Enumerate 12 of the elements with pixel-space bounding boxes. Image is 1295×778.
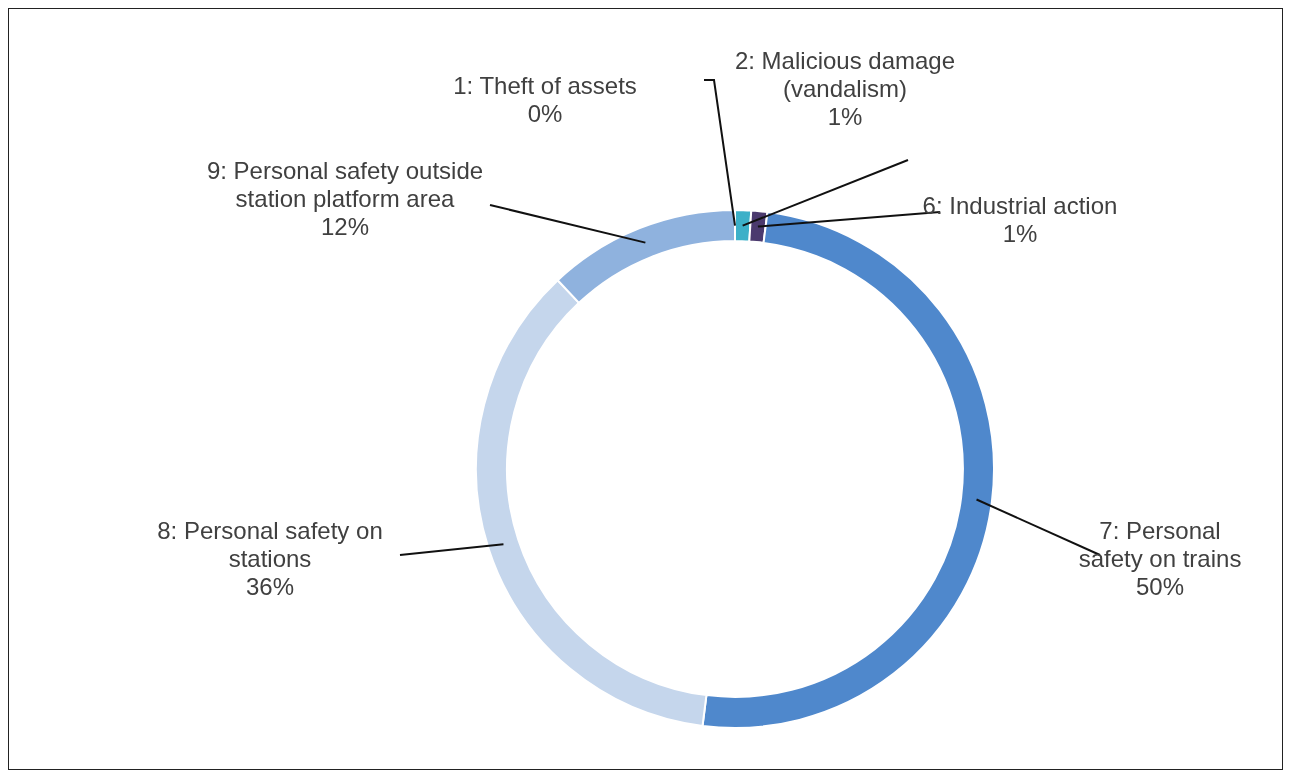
slice-label: 6: Industrial action: [922, 191, 1118, 219]
text: 0%: [527, 99, 563, 127]
data-label: 1%: [827, 102, 863, 130]
slice-label: 9: Personal safety outside station platform area: [206, 156, 484, 212]
data-label: 1%: [1002, 219, 1038, 247]
data-label: 12%: [320, 212, 370, 240]
category-label: 1: Theft of assets: [453, 71, 637, 99]
data-label: 36%: [245, 572, 295, 600]
slice-label: 2: Malicious damage (vandalism): [734, 46, 956, 102]
slice-label: 8: Personal safety on stations: [157, 516, 383, 572]
slice-label: 7: Personal safety on trains: [1078, 516, 1242, 572]
data-label: 50%: [1135, 572, 1185, 600]
